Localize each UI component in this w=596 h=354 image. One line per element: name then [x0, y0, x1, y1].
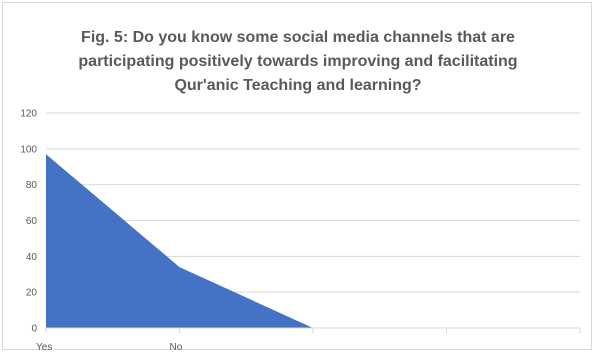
y-tick-label-20: 20	[26, 288, 38, 299]
y-tick-label-0: 0	[31, 324, 37, 335]
chart-title-line-2: participating positively towards improvi…	[78, 53, 518, 70]
chart-title: Fig. 5: Do you know some social media ch…	[0, 26, 596, 98]
x-tick-label-no: No	[170, 342, 183, 353]
y-tick-label-60: 60	[26, 216, 38, 227]
area-series	[46, 154, 313, 328]
y-tick-label-80: 80	[26, 180, 38, 191]
chart-title-line-1: Fig. 5: Do you know some social media ch…	[81, 29, 515, 46]
x-tick-label-yes: Yes	[36, 342, 52, 353]
chart-title-line-3: Qur'anic Teaching and learning?	[174, 77, 422, 94]
y-tick-label-120: 120	[20, 109, 37, 120]
y-tick-label-40: 40	[26, 252, 38, 263]
y-tick-label-100: 100	[20, 144, 37, 155]
